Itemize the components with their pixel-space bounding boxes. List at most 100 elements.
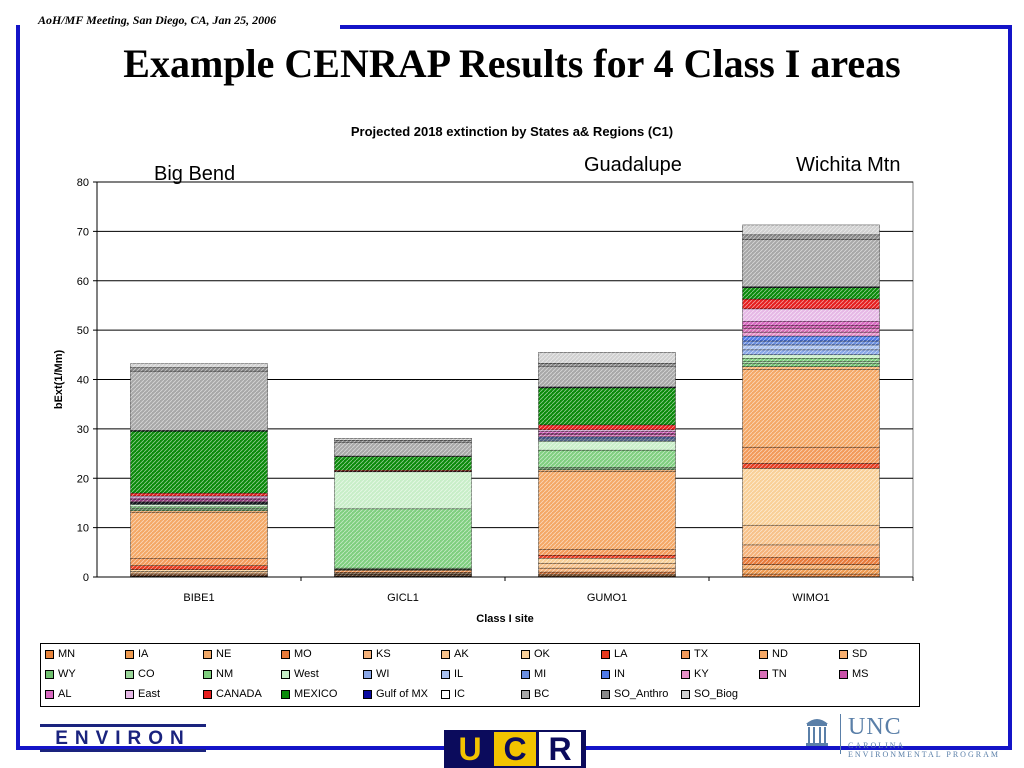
bar-texture	[742, 287, 880, 300]
site-label-wichita-mtn: Wichita Mtn	[796, 154, 901, 176]
bar-texture	[334, 456, 472, 471]
bar-texture	[742, 369, 880, 448]
bar-texture	[742, 363, 880, 367]
bar-texture	[742, 328, 880, 333]
legend-label: IN	[614, 668, 625, 680]
unc-divider	[840, 714, 841, 754]
legend-swatch	[363, 649, 372, 659]
legend-item-mo: MO	[281, 648, 312, 660]
bar-texture	[742, 239, 880, 287]
legend-label: MS	[852, 668, 869, 680]
bar-texture	[742, 574, 880, 577]
bar-texture	[130, 499, 268, 501]
bar-texture	[742, 224, 880, 235]
legend-swatch	[521, 669, 530, 679]
bar-texture	[334, 575, 472, 577]
legend-item-gulf-of-mx: Gulf of MX	[363, 688, 428, 700]
bar-texture	[130, 367, 268, 372]
legend-item-in: IN	[601, 668, 625, 680]
bar-texture	[538, 440, 676, 442]
bar-texture	[742, 361, 880, 364]
legend-swatch	[363, 689, 372, 699]
bar-texture	[130, 502, 268, 503]
legend-item-mi: MI	[521, 668, 546, 680]
bar-texture	[538, 363, 676, 367]
legend-label: SD	[852, 648, 868, 660]
y-tick-label: 50	[77, 325, 89, 337]
x-tick-label: GUMO1	[587, 592, 627, 604]
bar-texture	[538, 437, 676, 439]
bar-texture	[742, 349, 880, 355]
bar-texture	[130, 569, 268, 572]
bar-texture	[538, 563, 676, 569]
legend-item-ms: MS	[839, 668, 869, 680]
legend-swatch	[601, 649, 610, 659]
bar-texture	[742, 468, 880, 526]
bar-texture	[538, 568, 676, 573]
bar-texture	[334, 573, 472, 575]
legend-item-ky: KY	[681, 668, 709, 680]
legend-swatch	[441, 649, 450, 659]
bar-texture	[130, 509, 268, 511]
bar-texture	[538, 549, 676, 556]
bar-texture	[742, 366, 880, 370]
legend-item-west: West	[281, 668, 319, 680]
legend-label: WI	[376, 668, 390, 680]
legend-swatch	[601, 669, 610, 679]
legend-label: CANADA	[216, 688, 262, 700]
environ-logo-text: ENVIRON	[55, 728, 191, 749]
ucr-logo: U C R	[444, 730, 586, 768]
bar-texture	[538, 436, 676, 438]
legend-label: Gulf of MX	[376, 688, 428, 700]
legend-swatch	[203, 649, 212, 659]
legend-label: MI	[534, 668, 547, 680]
legend-label: MO	[294, 648, 312, 660]
bar-texture	[334, 471, 472, 509]
legend-label: CO	[138, 668, 155, 680]
x-tick-label: BIBE1	[183, 592, 214, 604]
bar-texture	[742, 336, 880, 341]
legend-swatch	[125, 669, 134, 679]
bar-texture	[334, 442, 472, 457]
legend-label: NM	[216, 668, 234, 680]
bar-texture	[538, 441, 676, 451]
unc-sub-carolina: CAROLINA	[848, 741, 906, 750]
bar-texture	[742, 286, 880, 288]
site-label-guadalupe: Guadalupe	[584, 154, 682, 176]
unc-logo-subtitle: CAROLINA ENVIRONMENTAL PROGRAM	[848, 741, 1000, 759]
bar-texture	[538, 468, 676, 470]
legend-item-ok: OK	[521, 648, 550, 660]
bar-texture	[538, 431, 676, 434]
bar-texture	[334, 470, 472, 472]
legend-item-bc: BC	[521, 688, 549, 700]
site-label-big-bend: Big Bend	[154, 163, 236, 185]
bar-texture	[538, 352, 676, 364]
legend-item-ic: IC	[441, 688, 465, 700]
bar-texture	[334, 440, 472, 443]
bar-texture	[130, 500, 268, 502]
bar-texture	[130, 503, 268, 504]
bar-texture	[538, 572, 676, 575]
frame-right-border	[1008, 25, 1012, 750]
legend-item-la: LA	[601, 648, 627, 660]
x-tick-label: GICL1	[387, 592, 419, 604]
frame-left-border	[16, 25, 20, 750]
legend-swatch	[681, 649, 690, 659]
legend-swatch	[363, 669, 372, 679]
bar-texture	[742, 463, 880, 469]
legend-label: IA	[138, 648, 149, 660]
bar-texture	[130, 574, 268, 576]
legend-item-so-biog: SO_Biog	[681, 688, 738, 700]
bar-texture	[334, 574, 472, 575]
bar-texture	[130, 431, 268, 494]
legend-item-ak: AK	[441, 648, 469, 660]
environ-rule-bottom	[40, 749, 206, 752]
old-well-icon	[806, 719, 828, 746]
legend-item-al: AL	[45, 688, 71, 700]
bar-texture	[742, 544, 880, 558]
legend-label: IC	[454, 688, 465, 700]
meeting-caption: AoH/MF Meeting, San Diego, CA, Jan 25, 2…	[38, 13, 277, 27]
legend-swatch	[203, 689, 212, 699]
x-axis-label: Class I site	[476, 613, 533, 625]
legend-item-nd: ND	[759, 648, 788, 660]
